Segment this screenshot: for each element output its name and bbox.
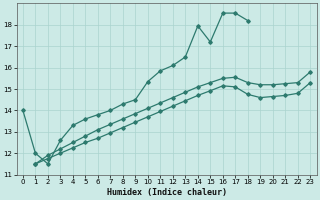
- X-axis label: Humidex (Indice chaleur): Humidex (Indice chaleur): [107, 188, 227, 197]
